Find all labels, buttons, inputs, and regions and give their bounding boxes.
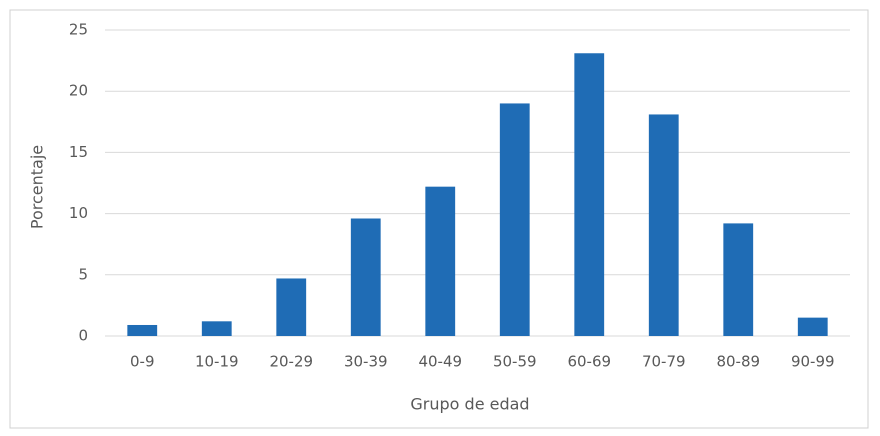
y-tick-label: 5	[78, 265, 88, 283]
x-axis-label: Grupo de edad	[410, 395, 529, 414]
bar	[350, 218, 381, 336]
x-tick-label: 0-9	[130, 353, 155, 371]
x-tick-label: 70-79	[642, 353, 686, 371]
y-tick-label: 20	[69, 82, 88, 100]
bar	[201, 321, 232, 336]
bar	[276, 278, 307, 336]
x-tick-label: 20-29	[269, 353, 313, 371]
y-tick-label: 10	[69, 204, 88, 222]
y-tick-label: 25	[69, 21, 88, 39]
x-tick-label: 30-39	[344, 353, 388, 371]
x-tick-label: 10-19	[195, 353, 239, 371]
x-tick-label: 90-99	[791, 353, 835, 371]
bar	[723, 223, 754, 336]
y-tick-label: 15	[69, 143, 88, 161]
x-tick-label: 60-69	[567, 353, 611, 371]
y-axis-label: Porcentaje	[28, 145, 47, 229]
y-tick-label: 0	[78, 327, 88, 345]
x-tick-label: 50-59	[493, 353, 537, 371]
bar	[797, 317, 828, 336]
bar	[127, 324, 158, 336]
bar	[425, 186, 456, 336]
x-tick-label: 40-49	[418, 353, 462, 371]
bar	[574, 53, 605, 336]
bar	[499, 103, 530, 336]
bar	[648, 114, 679, 337]
x-tick-label: 80-89	[716, 353, 760, 371]
